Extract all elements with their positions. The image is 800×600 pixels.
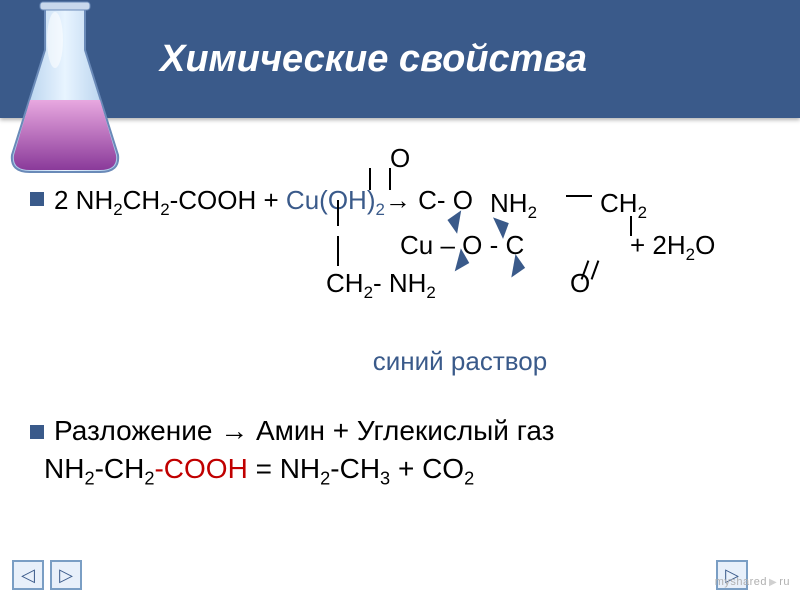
- watermark-suffix: ru: [779, 576, 790, 588]
- bond-line: [566, 195, 592, 197]
- watermark-text: myshared: [715, 576, 767, 588]
- r1-h2o: + 2H2O: [630, 230, 715, 265]
- bond-line: [591, 260, 600, 279]
- r1-co: C- O: [411, 185, 473, 215]
- reaction2-equation: NH2-CH2-COOH = NH2-CH3 + CO2: [44, 453, 790, 490]
- watermark: myshared▶ru: [715, 576, 790, 588]
- r1-o-bottom: O: [570, 268, 590, 299]
- play-icon: ▶: [769, 577, 777, 588]
- flask-image: [0, 0, 130, 180]
- nav-left-group: ◁ ▷: [12, 560, 82, 590]
- complex-diagram: NH2 CH2 Cu – O - C + 2H2O ◤ ◥ ◤ ◥ CH2- N…: [30, 222, 790, 352]
- r1-cooh: -COOH +: [170, 185, 286, 215]
- nav-prev-button[interactable]: ◁: [12, 560, 44, 590]
- bond-line: [369, 168, 371, 190]
- r1-ch2-left: CH2- NH2: [326, 268, 436, 303]
- reaction2-section: Разложение → Амин + Углекислый газ NH2-C…: [30, 415, 790, 490]
- bond-line: [337, 236, 339, 266]
- bond-line: [389, 168, 391, 190]
- reaction2-label: Разложение → Амин + Углекислый газ: [54, 415, 554, 447]
- r1-ch: CH: [123, 185, 161, 215]
- slide-title: Химические свойства: [160, 38, 587, 81]
- reaction1-row: 2 NH2CH2-COOH + Cu(OH)2→ C- O: [30, 182, 790, 222]
- r1-ch2-right: CH2: [600, 188, 647, 223]
- r1-cuoh: Cu(OH): [286, 185, 376, 215]
- bullet-icon: [30, 425, 44, 439]
- bond-line: [337, 200, 339, 226]
- bullet-icon: [30, 192, 44, 206]
- reaction1-top-oxygen: O: [390, 143, 790, 174]
- r1-nh: 2 NH: [54, 185, 113, 215]
- reaction1-formula: 2 NH2CH2-COOH + Cu(OH)2→ C- O: [54, 182, 473, 222]
- nav-next-button[interactable]: ▷: [50, 560, 82, 590]
